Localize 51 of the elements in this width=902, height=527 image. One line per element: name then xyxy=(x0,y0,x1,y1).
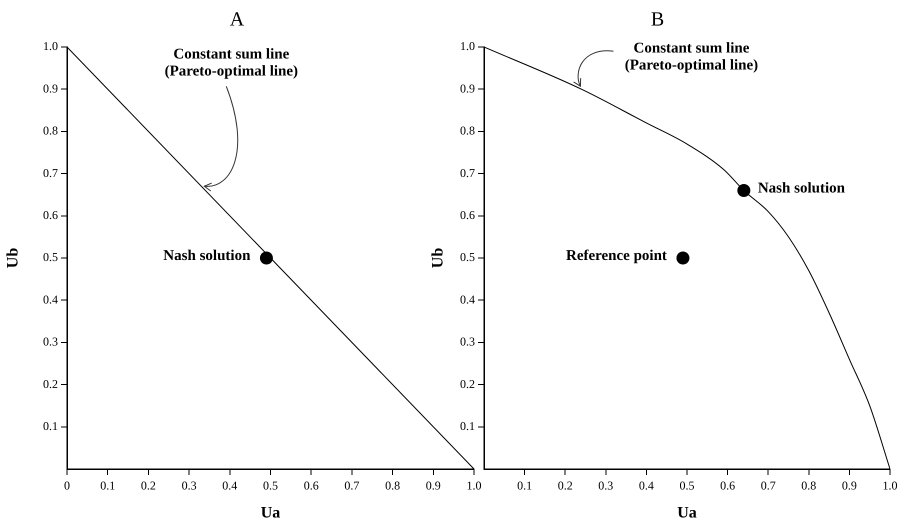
y-tick-label: 0.6 xyxy=(460,208,475,222)
series-label: Nash solution xyxy=(163,248,252,264)
y-tick-label: 0.7 xyxy=(43,166,58,180)
y-tick-label: 0.6 xyxy=(43,208,58,222)
y-tick-label: 0.4 xyxy=(460,292,475,306)
x-tick-label: 0.5 xyxy=(263,478,278,492)
y-tick-label: 0.7 xyxy=(460,166,475,180)
y-axis-title: Ub xyxy=(430,248,447,268)
x-tick-label: 0 xyxy=(64,478,70,492)
y-tick-label: 0.8 xyxy=(43,124,58,138)
annotation: Constant sum line (Pareto-optimal line) xyxy=(624,40,758,74)
x-tick-label: 0.6 xyxy=(720,478,736,492)
x-tick-label: 0.8 xyxy=(385,478,400,492)
y-tick-label: 0.5 xyxy=(460,250,475,264)
x-tick-label: 0.4 xyxy=(222,478,238,492)
y-tick-label: 0.9 xyxy=(460,81,475,96)
y-axis-title: Ub xyxy=(4,248,22,268)
y-tick-label: 0.3 xyxy=(460,334,475,349)
x-tick-label: 0.5 xyxy=(680,478,694,492)
y-tick-label: 0.5 xyxy=(43,250,58,264)
y-tick-label: 0.3 xyxy=(43,334,58,349)
y-tick-label: 0.9 xyxy=(43,81,58,96)
x-tick-label: 0.6 xyxy=(304,478,319,492)
x-tick-label: 0.9 xyxy=(426,478,441,492)
x-axis-title: Ua xyxy=(260,504,280,522)
x-tick-label: 0.9 xyxy=(842,478,857,492)
y-tick-label: 0.4 xyxy=(43,292,58,306)
x-axis-title: Ua xyxy=(677,504,697,522)
x-tick-label: 0.2 xyxy=(558,478,573,492)
series-label: Nash solution xyxy=(758,180,846,196)
y-tick-label: 0.1 xyxy=(43,418,58,433)
y-tick-label: 0.2 xyxy=(43,376,58,391)
x-tick-label: 1.0 xyxy=(882,478,898,492)
x-tick-label: 0.2 xyxy=(140,478,156,492)
series-label: Reference point xyxy=(566,248,667,264)
x-tick-label: 0.7 xyxy=(760,478,776,492)
y-tick-label: 1.0 xyxy=(43,39,58,54)
y-tick-label: 0.8 xyxy=(460,124,475,138)
y-tick-label: 0.1 xyxy=(460,418,475,433)
x-tick-label: 0.1 xyxy=(517,478,532,492)
chart-title: A xyxy=(230,8,245,30)
x-tick-label: 0.7 xyxy=(344,478,360,492)
x-tick-label: 0.3 xyxy=(598,478,614,492)
chart-title: B xyxy=(650,8,664,30)
x-tick-label: 0.8 xyxy=(801,478,816,492)
y-tick-label: 1.0 xyxy=(460,39,475,54)
x-tick-label: 0.4 xyxy=(638,478,654,492)
annotation: Constant sum line (Pareto-optimal line) xyxy=(164,46,298,80)
x-tick-label: 0.3 xyxy=(182,478,197,492)
y-tick-label: 0.2 xyxy=(460,376,475,391)
x-tick-label: 0.1 xyxy=(100,478,116,492)
